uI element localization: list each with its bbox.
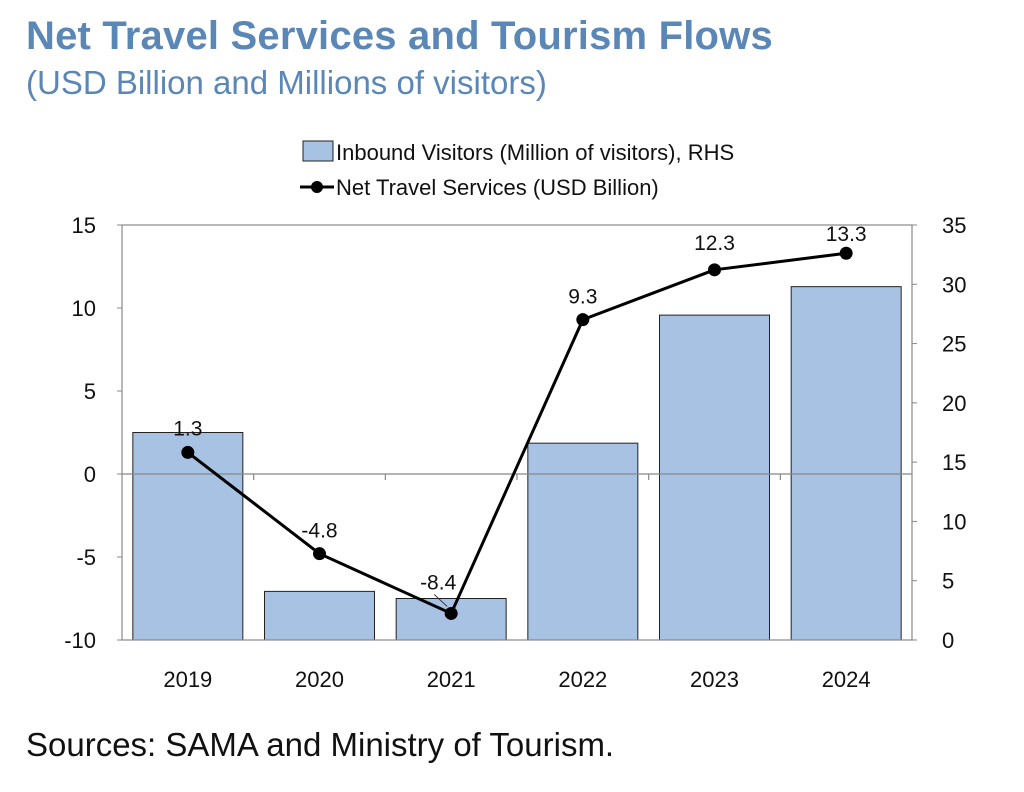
point-2024	[839, 246, 853, 260]
x-tick-label: 2019	[163, 667, 212, 692]
x-tick-label: 2020	[295, 667, 344, 692]
bar-2022	[527, 442, 639, 641]
chart-title: Net Travel Services and Tourism Flows	[26, 14, 773, 58]
right-tick-label: 20	[942, 391, 966, 416]
point-2022	[576, 313, 590, 327]
data-label-2023: 12.3	[694, 232, 735, 255]
legend-label-bars: Inbound Visitors (Million of visitors), …	[336, 140, 734, 165]
x-tick-label: 2024	[822, 667, 871, 692]
bar-2023	[659, 314, 770, 641]
source-note: Sources: SAMA and Ministry of Tourism.	[26, 726, 615, 763]
left-tick-label: 0	[84, 462, 96, 487]
data-label-2022: 9.3	[568, 286, 597, 309]
left-tick-label: -10	[64, 628, 96, 653]
legend-swatch-bars	[302, 140, 334, 162]
data-label-2021: -8.4	[420, 571, 457, 594]
bar-series	[132, 286, 902, 641]
x-tick-label: 2023	[690, 667, 739, 692]
right-tick-label: 15	[942, 450, 966, 475]
legend-swatch-marker	[311, 181, 323, 193]
left-tick-label: 15	[72, 213, 96, 238]
legend-label-line: Net Travel Services (USD Billion)	[336, 175, 659, 200]
point-2023	[708, 263, 721, 277]
left-tick-label: 5	[84, 379, 96, 404]
data-label-2019: 1.3	[173, 417, 202, 440]
x-tick-label: 2022	[558, 667, 607, 692]
right-tick-label: 30	[942, 272, 966, 297]
left-tick-label: -5	[76, 545, 96, 570]
point-2020	[313, 547, 326, 561]
line-series: 1.3 -4.8 -8.4 9.3 12.3 13.3	[173, 223, 867, 620]
chart-subtitle: (USD Billion and Millions of visitors)	[26, 64, 547, 101]
right-tick-label: 25	[942, 332, 966, 357]
right-tick-label: 35	[942, 213, 966, 238]
axes: 15 10 5 0 -5 -10 35 30 25 20 15 10 5 0 2019 2020 2021 202…	[64, 213, 966, 692]
left-tick-label: 10	[72, 296, 96, 321]
plot-frame	[121, 224, 913, 641]
right-tick-label: 5	[942, 569, 954, 594]
point-2019	[181, 445, 195, 459]
legend: Inbound Visitors (Million of visitors), …	[300, 140, 734, 200]
net-travel-line	[186, 251, 847, 615]
bar-2024	[790, 286, 902, 641]
data-label-2024: 13.3	[826, 223, 867, 246]
x-tick-label: 2021	[427, 667, 476, 692]
bar-2019	[132, 432, 244, 641]
right-tick-label: 10	[942, 509, 966, 534]
right-tick-label: 0	[942, 628, 954, 653]
leader-line	[433, 594, 448, 607]
bar-2020	[264, 590, 375, 641]
point-2021	[444, 606, 458, 620]
data-label-2020: -4.8	[301, 520, 337, 543]
